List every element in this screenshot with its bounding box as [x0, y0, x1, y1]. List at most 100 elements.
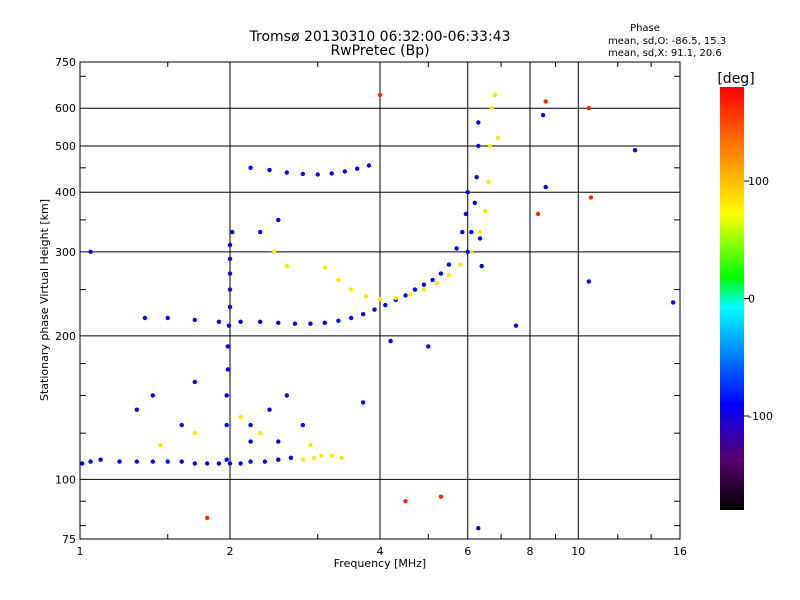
data-point — [476, 120, 481, 125]
data-point — [446, 273, 452, 278]
y-tick-label: 300 — [55, 246, 76, 259]
data-point — [463, 211, 469, 217]
data-point — [434, 280, 439, 286]
data-point — [421, 282, 427, 287]
stats-x-mode: mean, sd,X: 91.1, 20.6 — [608, 48, 722, 59]
data-point — [88, 249, 93, 254]
colorbar-ticks: 100 0 -100 — [744, 175, 773, 423]
data-point — [476, 143, 481, 149]
data-point — [465, 190, 470, 195]
data-point — [535, 211, 541, 217]
data-point — [438, 271, 444, 276]
y-tick-label: 75 — [62, 533, 76, 546]
x-tick-label: 16 — [673, 545, 687, 558]
chart-title: Tromsø 20130310 06:32:00-06:33:43 — [249, 29, 511, 45]
data-point — [479, 263, 484, 269]
data-point — [426, 344, 431, 349]
data-point — [238, 415, 243, 420]
x-axis-ticks: 1 2 4 6 8 10 16 — [77, 62, 687, 558]
data-point — [165, 315, 170, 321]
data-point — [225, 367, 230, 372]
data-point — [465, 249, 470, 254]
colorbar — [720, 87, 744, 510]
data-point — [412, 287, 418, 292]
data-point — [360, 312, 366, 317]
data-point — [142, 315, 148, 321]
data-point — [458, 262, 463, 267]
data-point — [165, 459, 170, 464]
data-point — [262, 459, 268, 464]
data-point — [632, 148, 638, 153]
data-point — [134, 407, 139, 412]
data-point — [192, 431, 197, 436]
data-point — [586, 106, 591, 111]
data-point — [227, 271, 233, 276]
data-point — [192, 379, 197, 385]
data-point — [150, 459, 155, 464]
x-tick-label: 2 — [227, 545, 234, 558]
data-point — [205, 515, 210, 521]
y-tick-label: 750 — [55, 56, 76, 69]
data-point — [355, 166, 360, 171]
data-point — [339, 455, 344, 460]
data-point — [226, 323, 232, 328]
data-point — [258, 319, 263, 324]
grid — [80, 62, 680, 539]
data-point — [472, 200, 477, 205]
data-point — [224, 457, 229, 462]
data-point — [88, 459, 93, 464]
data-point — [446, 262, 452, 267]
stats-o-mode: mean, sd,O: -86.5, 15.3 — [608, 36, 726, 47]
data-point — [300, 171, 305, 177]
colorbar-tick-label: 0 — [748, 293, 755, 306]
data-point — [377, 296, 383, 302]
data-point — [329, 453, 334, 459]
data-point — [460, 229, 465, 235]
data-point — [476, 526, 481, 531]
data-point — [238, 461, 243, 466]
data-point — [336, 318, 341, 323]
data-point — [588, 195, 594, 200]
data-point — [438, 494, 444, 499]
data-point — [284, 263, 289, 269]
data-point — [134, 459, 139, 464]
stats-heading: Phase — [630, 23, 660, 34]
x-tick-label: 8 — [527, 545, 534, 558]
data-point — [403, 499, 408, 504]
data-point — [230, 229, 235, 235]
data-point — [319, 453, 324, 459]
data-point — [477, 229, 483, 235]
data-point — [300, 422, 305, 428]
data-point — [224, 393, 229, 398]
data-point — [227, 461, 233, 466]
y-tick-label: 400 — [55, 186, 76, 199]
x-tick-label: 4 — [377, 545, 384, 558]
data-point — [98, 457, 103, 462]
data-point — [179, 459, 184, 464]
x-tick-label: 10 — [571, 545, 585, 558]
data-point — [482, 209, 488, 214]
data-point — [276, 217, 281, 223]
y-axis-label: Stationary phase Virtual Height [km] — [38, 199, 51, 401]
data-point — [586, 279, 591, 284]
data-point — [543, 99, 548, 104]
data-point — [363, 294, 369, 299]
data-point — [421, 287, 427, 292]
x-axis-label: Frequency [MHz] — [334, 557, 426, 570]
data-point — [315, 172, 320, 177]
data-point — [284, 170, 289, 175]
data-point — [158, 442, 163, 448]
data-point — [408, 292, 413, 297]
data-point — [300, 457, 305, 462]
data-point — [248, 422, 253, 428]
data-point — [276, 439, 281, 444]
data-point — [292, 321, 298, 326]
y-axis-ticks: 75 100 200 300 400 500 600 750 — [55, 56, 680, 546]
data-point — [150, 393, 155, 398]
data-point — [430, 277, 435, 283]
data-point — [308, 442, 313, 448]
data-point — [329, 171, 334, 176]
data-point — [477, 236, 483, 241]
data-point — [258, 431, 263, 436]
